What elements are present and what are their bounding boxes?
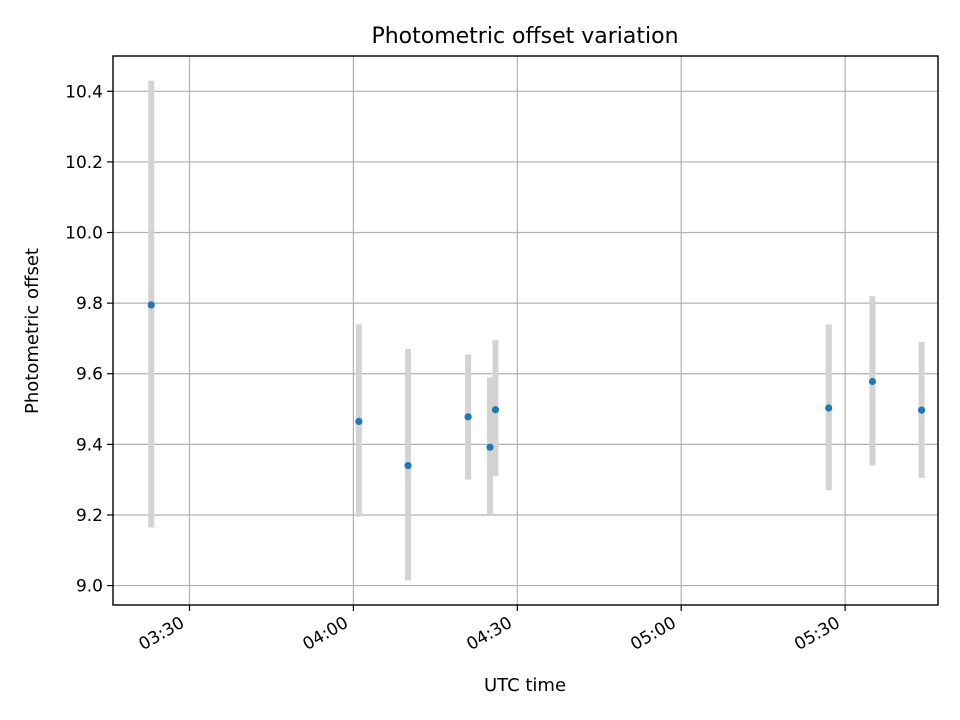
y-tick-label: 9.6 <box>76 365 103 385</box>
x-axis-ticks: 03:30 04:00 04:30 05:00 05:30 <box>136 605 846 655</box>
x-tick-label: 04:30 <box>463 613 515 655</box>
y-tick-label: 10.2 <box>65 153 103 173</box>
y-tick-label: 9.0 <box>76 577 103 597</box>
y-tick-label: 9.8 <box>76 294 103 314</box>
x-tick-label: 03:30 <box>136 613 188 655</box>
y-axis-ticks: 9.0 9.2 9.4 9.6 9.8 10.0 10.2 10.4 <box>65 82 113 597</box>
y-tick-label: 10.4 <box>65 82 103 102</box>
data-point <box>404 461 412 470</box>
y-tick-label: 9.2 <box>76 506 103 526</box>
error-bars <box>148 80 925 581</box>
data-point <box>355 417 363 426</box>
chart-title: Photometric offset variation <box>371 24 678 49</box>
x-tick-label: 05:00 <box>627 613 679 655</box>
data-point <box>147 301 155 309</box>
x-tick-label: 05:30 <box>791 613 843 655</box>
plot-frame <box>112 55 939 606</box>
data-point <box>464 413 472 421</box>
data-point <box>868 377 877 386</box>
x-axis-label: UTC time <box>484 675 566 696</box>
data-points <box>147 301 926 470</box>
data-point <box>486 443 494 451</box>
y-tick-label: 10.0 <box>65 224 103 244</box>
y-tick-label: 9.4 <box>76 435 103 455</box>
grid <box>113 56 938 605</box>
x-tick-label: 04:00 <box>299 613 351 655</box>
data-point <box>491 406 500 414</box>
data-point <box>918 406 926 414</box>
y-axis-label: Photometric offset <box>22 248 43 414</box>
data-point <box>825 404 833 412</box>
